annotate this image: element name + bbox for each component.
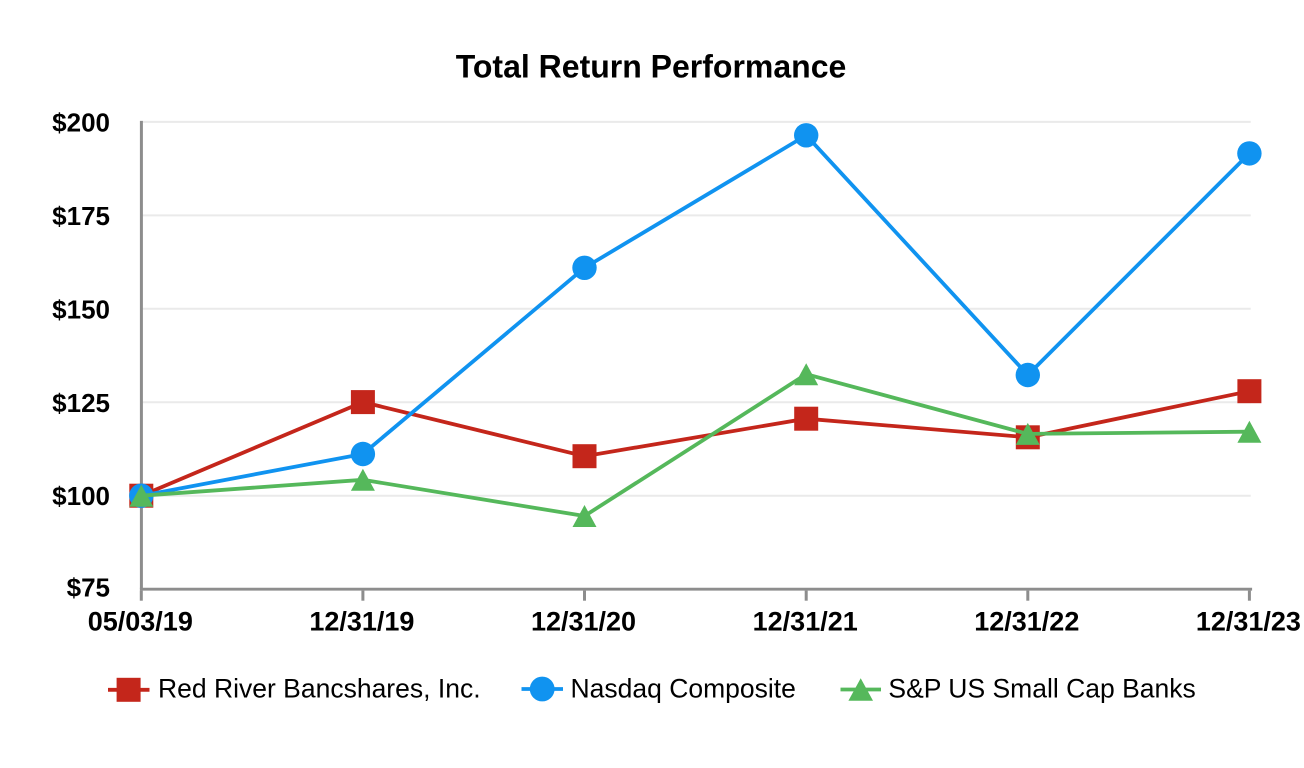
svg-text:$125: $125	[52, 388, 110, 418]
svg-text:$200: $200	[52, 107, 110, 137]
svg-text:12/31/23: 12/31/23	[1196, 606, 1301, 636]
svg-text:Red River Bancshares, Inc.: Red River Bancshares, Inc.	[158, 674, 481, 704]
svg-text:$150: $150	[52, 294, 110, 324]
svg-text:Total Return Performance: Total Return Performance	[456, 48, 847, 84]
svg-text:$75: $75	[67, 573, 110, 603]
svg-text:$175: $175	[52, 201, 110, 231]
svg-text:12/31/22: 12/31/22	[974, 606, 1079, 636]
svg-text:05/03/19: 05/03/19	[88, 606, 193, 636]
svg-text:12/31/21: 12/31/21	[753, 606, 858, 636]
svg-text:12/31/20: 12/31/20	[531, 606, 636, 636]
svg-text:S&P US Small Cap Banks: S&P US Small Cap Banks	[888, 674, 1195, 704]
svg-text:$100: $100	[52, 481, 110, 511]
svg-text:12/31/19: 12/31/19	[309, 606, 414, 636]
svg-text:Nasdaq Composite: Nasdaq Composite	[571, 674, 796, 704]
